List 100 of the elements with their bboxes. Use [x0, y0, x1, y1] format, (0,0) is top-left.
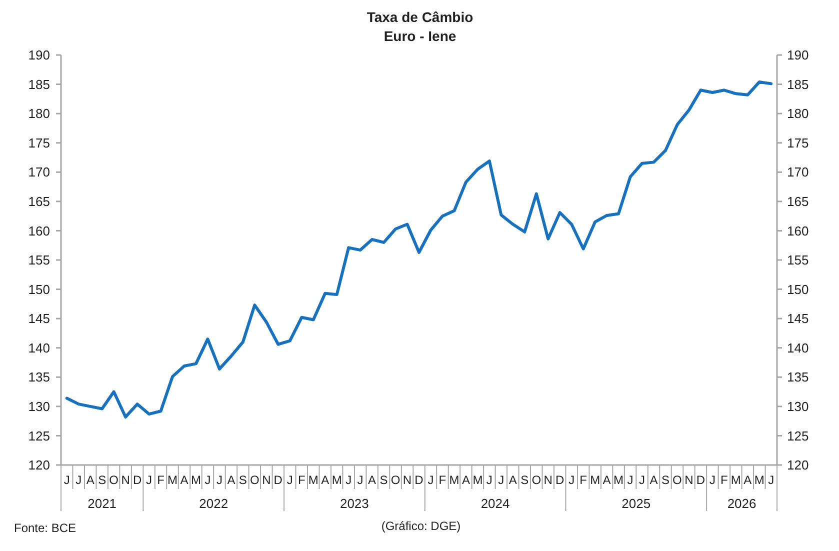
x-tick-label: F — [720, 473, 728, 488]
x-tick-label: S — [238, 473, 247, 488]
x-tick-label: D — [132, 473, 142, 488]
x-tick-label: M — [308, 473, 318, 488]
x-tick-label: M — [754, 473, 764, 488]
x-tick-label: M — [449, 473, 460, 488]
y2-tick-label: 165 — [787, 194, 809, 209]
x-tick-label: J — [498, 473, 504, 488]
source-note: Fonte: BCE — [14, 521, 76, 535]
y-tick-label: 185 — [28, 76, 50, 92]
x-tick-label: J — [346, 473, 352, 488]
y-tick-label: 175 — [28, 135, 50, 150]
x-tick-label: M — [168, 473, 178, 488]
x-tick-label: F — [438, 473, 446, 488]
x-tick-label: M — [332, 473, 342, 488]
x-tick-label: M — [190, 473, 201, 488]
x-tick-label: D — [556, 473, 565, 488]
x-tick-label: S — [520, 473, 529, 488]
y-tick-label: 120 — [28, 458, 50, 473]
y2-tick-label: 190 — [787, 48, 809, 63]
y2-tick-label: 125 — [787, 428, 809, 444]
x-tick-label: O — [672, 473, 682, 488]
x-tick-label: D — [274, 473, 283, 488]
y-tick-label: 140 — [28, 340, 50, 356]
x-tick-label: J — [639, 473, 646, 488]
x-tick-label: O — [109, 473, 118, 488]
x-tick-label: A — [650, 473, 658, 488]
x-tick-label: N — [262, 473, 271, 488]
x-tick-label: N — [121, 473, 130, 488]
x-tick-label: J — [286, 473, 293, 488]
y2-tick-label: 155 — [787, 252, 809, 268]
x-tick-label: D — [696, 473, 706, 488]
x-tick-label: A — [508, 473, 517, 488]
x-tick-label: A — [602, 473, 611, 488]
text: 2024 — [480, 496, 510, 511]
x-tick-label: J — [64, 473, 70, 488]
y2-tick-label: 160 — [787, 223, 809, 238]
x-tick-label: J — [357, 473, 364, 488]
x-tick-label: A — [227, 473, 236, 488]
x-tick-label: J — [204, 473, 211, 488]
y-tick-label: 145 — [28, 311, 50, 326]
x-tick-label: N — [684, 473, 694, 488]
x-tick-label: F — [580, 473, 587, 488]
y2-tick-label: 180 — [787, 106, 809, 122]
y2-tick-label: 130 — [787, 398, 809, 414]
x-tick-label: S — [98, 473, 106, 488]
chart-subtitle: Euro - Iene — [384, 28, 456, 44]
x-tick-label: J — [768, 473, 774, 488]
x-tick-label: O — [532, 473, 542, 488]
text: 2025 — [622, 496, 651, 511]
y-tick-label: 170 — [28, 164, 50, 180]
x-tick-label: D — [414, 473, 424, 488]
x-tick-label: J — [627, 473, 634, 488]
y2-tick-label: 185 — [787, 76, 809, 92]
x-tick-label: M — [730, 473, 741, 488]
x-tick-label: A — [180, 473, 188, 488]
x-tick-label: N — [544, 473, 552, 488]
x-tick-label: M — [614, 473, 624, 488]
y-tick-label: 150 — [28, 282, 50, 297]
x-tick-label: M — [472, 473, 483, 488]
x-tick-label: A — [368, 473, 376, 488]
text: 2023 — [340, 496, 369, 511]
line-series — [65, 80, 773, 418]
x-tick-label: J — [146, 473, 152, 488]
x-tick-label: N — [402, 473, 412, 488]
x-tick-label: O — [390, 473, 400, 488]
y2-tick-label: 120 — [787, 458, 809, 473]
y-tick-label: 135 — [28, 370, 50, 385]
y-tick-label: 190 — [28, 48, 50, 63]
chart-title: Taxa de Câmbio — [366, 9, 474, 25]
text: 2026 — [727, 496, 756, 511]
y2-tick-label: 170 — [787, 164, 809, 180]
x-tick-label: S — [661, 473, 670, 488]
x-tick-label: J — [76, 473, 82, 488]
y-tick-label: 180 — [28, 106, 50, 122]
text: (Gráfico: DGE) — [381, 519, 461, 533]
x-tick-label: J — [709, 473, 716, 488]
y2-tick-label: 135 — [787, 370, 809, 385]
x-tick-label: A — [462, 473, 470, 488]
x-tick-label: F — [157, 473, 164, 488]
y-tick-label: 125 — [28, 428, 50, 444]
text: 2021 — [88, 496, 117, 511]
x-tick-label: F — [298, 473, 306, 488]
x-tick-label: J — [568, 473, 575, 488]
y-tick-label: 160 — [28, 223, 50, 238]
x-tick-label: A — [744, 473, 752, 488]
y-tick-label: 165 — [28, 194, 50, 209]
x-tick-label: A — [321, 473, 330, 488]
x-tick-label: A — [86, 473, 94, 488]
x-tick-label: M — [590, 473, 600, 488]
y2-tick-label: 175 — [787, 135, 809, 150]
x-tick-label: J — [428, 473, 434, 488]
y2-tick-label: 150 — [787, 282, 809, 297]
y-tick-label: 130 — [28, 398, 50, 414]
y2-tick-label: 145 — [787, 311, 809, 326]
x-tick-label: J — [216, 473, 222, 488]
x-tick-label: S — [380, 473, 388, 488]
x-tick-label: J — [486, 473, 492, 488]
text: 2022 — [199, 496, 228, 511]
y-tick-label: 155 — [28, 252, 50, 268]
